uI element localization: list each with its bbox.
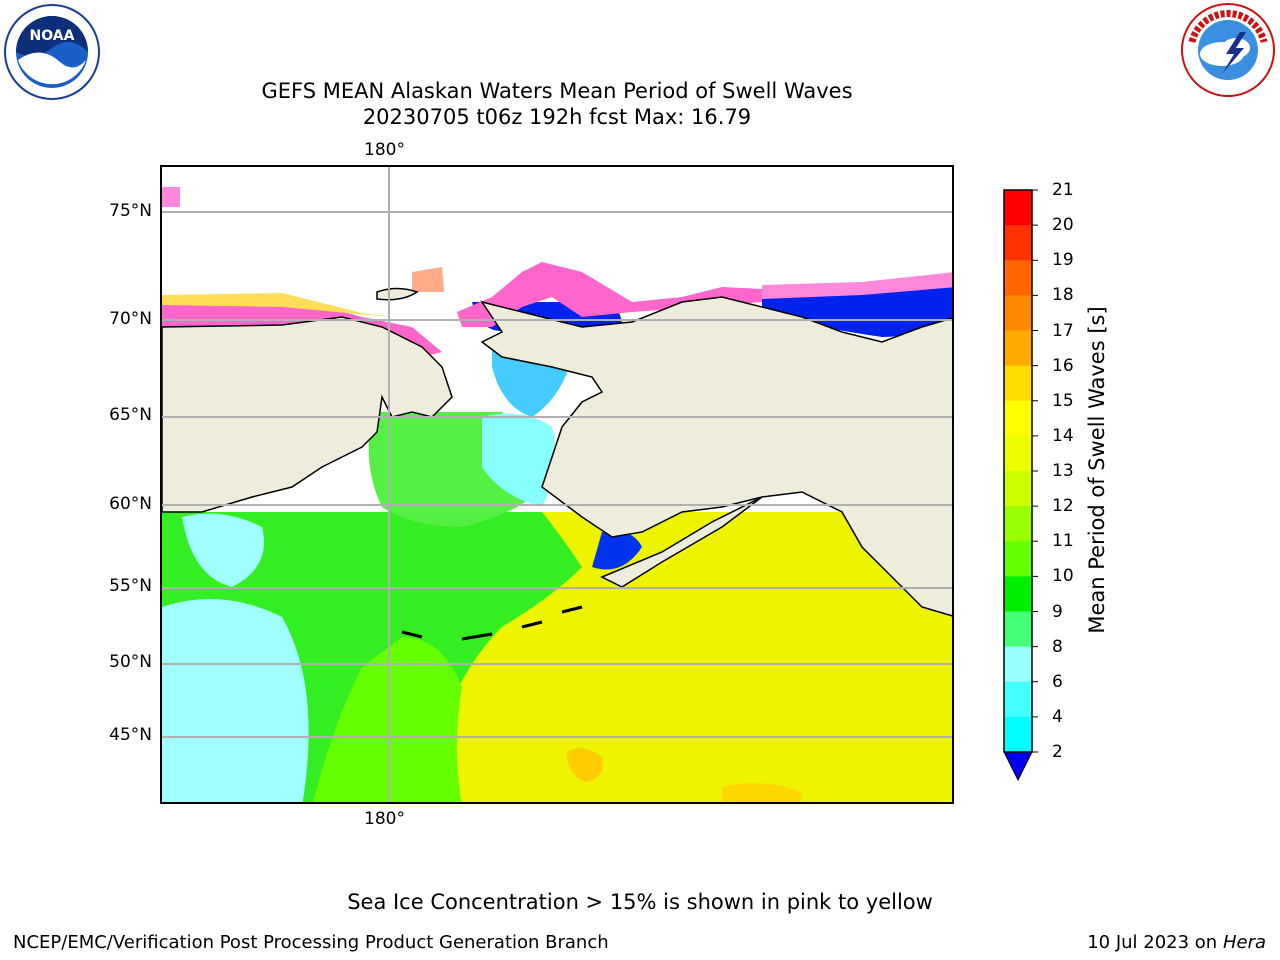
colorbar-tick-label: 18 (1052, 285, 1074, 306)
footer-branch: NCEP/EMC/Verification Post Processing Pr… (13, 932, 609, 953)
colorbar-tick-label: 8 (1052, 636, 1063, 657)
graticule (162, 167, 952, 802)
colorbar-segment (1004, 365, 1032, 402)
colorbar-segment (1004, 471, 1032, 507)
colorbar-tick-label: 13 (1052, 461, 1074, 481)
noaa-logo-icon: NOAA (4, 4, 100, 100)
colorbar-segment (1004, 576, 1032, 612)
colorbar-segment (1004, 646, 1032, 683)
colorbar-extend-arrow (1003, 751, 1033, 782)
colorbar-segment (1004, 506, 1032, 542)
colorbar-segment (1004, 716, 1032, 753)
colorbar-segment (1004, 611, 1032, 648)
colorbar-segment (1004, 190, 1032, 226)
colorbar-segment (1004, 435, 1032, 472)
colorbar-tick-label: 10 (1052, 566, 1074, 587)
sea-ice-caption: Sea Ice Concentration > 15% is shown in … (347, 890, 933, 914)
map-svg (162, 167, 952, 802)
nws-logo-icon (1181, 3, 1275, 97)
colorbar-tick-label: 16 (1052, 355, 1074, 376)
noaa-logo-text: NOAA (30, 28, 75, 44)
lat-label-55: 55°N (109, 576, 152, 596)
lat-label-75: 75°N (109, 201, 152, 221)
colorbar (1003, 189, 1038, 782)
footer-date-host: 10 Jul 2023 on Hera (1087, 932, 1266, 953)
colorbar-tick-label: 12 (1052, 496, 1074, 517)
colorbar-tick-label: 6 (1052, 671, 1063, 692)
lat-label-60: 60°N (109, 494, 152, 514)
colorbar-tick-label: 11 (1052, 531, 1074, 552)
map-panel (160, 165, 954, 804)
colorbar-tick-label: 21 (1052, 180, 1074, 200)
footer-host: Hera (1222, 932, 1266, 953)
chart-subtitle: 20230705 t06z 192h fcst Max: 16.79 (362, 105, 752, 129)
colorbar-segment (1004, 681, 1032, 718)
lon-label-top: 180° (364, 140, 405, 160)
colorbar-segment (1004, 260, 1032, 296)
footer-date: 10 Jul 2023 on (1087, 932, 1223, 953)
colorbar-segment (1004, 225, 1032, 261)
colorbar-tick-label: 9 (1052, 601, 1063, 622)
colorbar-segment (1004, 330, 1032, 367)
lat-label-70: 70°N (109, 309, 152, 329)
colorbar-segment (1004, 541, 1032, 577)
colorbar-title: Mean Period of Swell Waves [s] (1085, 306, 1109, 634)
colorbar-tick-label: 15 (1052, 390, 1074, 411)
lat-label-65: 65°N (109, 405, 152, 425)
colorbar-tick-label: 19 (1052, 250, 1074, 271)
chart-title: GEFS MEAN Alaskan Waters Mean Period of … (261, 79, 853, 103)
lon-label-bottom: 180° (364, 809, 405, 829)
colorbar-tick-label: 20 (1052, 215, 1074, 236)
colorbar-tick-label: 17 (1052, 320, 1074, 341)
colorbar-tick-label: 14 (1052, 425, 1074, 446)
colorbar-tick-label: 2 (1052, 742, 1063, 762)
lat-label-50: 50°N (109, 652, 152, 672)
lat-label-45: 45°N (109, 725, 152, 745)
colorbar-tick-label: 4 (1052, 706, 1063, 727)
colorbar-segment (1004, 295, 1032, 331)
colorbar-segment (1004, 400, 1032, 437)
